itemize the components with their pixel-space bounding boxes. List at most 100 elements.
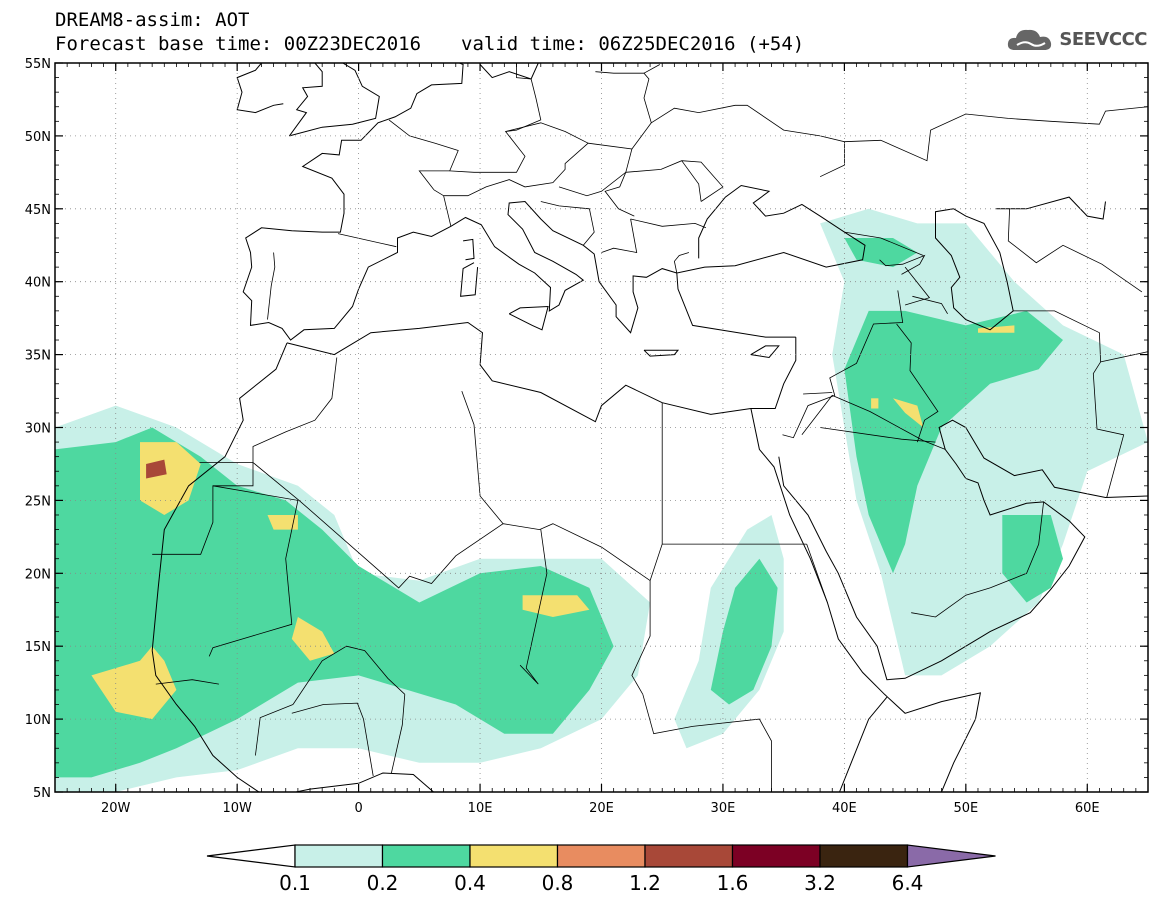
- x-tick-label: 30E: [711, 801, 736, 816]
- aot-region-6: [267, 515, 298, 530]
- border-43: [681, 160, 702, 202]
- border-21: [989, 501, 1044, 589]
- cloud-icon: [1008, 29, 1052, 50]
- coastline-17: [479, 63, 539, 80]
- chart-title: DREAM8-assim: AOT: [55, 9, 250, 31]
- colorbar-label: 0.1: [279, 871, 311, 895]
- aot-region-2: [140, 442, 201, 515]
- x-tick-label: 0: [354, 801, 362, 816]
- coastline-15: [935, 208, 1014, 331]
- border-18: [803, 392, 833, 395]
- border-24: [1013, 310, 1125, 498]
- border-3: [208, 485, 299, 657]
- border-37: [443, 122, 589, 197]
- y-tick-label: 55N: [25, 57, 51, 72]
- y-tick-label: 45N: [25, 203, 51, 218]
- colorbar-segment-5: [731, 844, 821, 868]
- border-46: [904, 266, 931, 306]
- colorbar-label: 0.4: [454, 871, 486, 895]
- aot-region-5: [522, 595, 590, 617]
- x-tick-label: 20E: [589, 801, 614, 816]
- x-tick-label: 50E: [953, 801, 978, 816]
- border-27: [844, 231, 924, 256]
- border-20: [896, 323, 939, 443]
- coastline-13: [643, 349, 680, 357]
- coastline-2: [286, 321, 797, 423]
- x-tick-label: 10E: [468, 801, 493, 816]
- border-5: [649, 402, 663, 581]
- colorbar-segment-6: [819, 844, 909, 868]
- coastline-6: [242, 63, 677, 341]
- border-30: [601, 218, 638, 253]
- border-12: [291, 702, 374, 777]
- x-axis: 20W 10W 0 10E 20E 30E 40E 50E 60E: [54, 63, 1149, 816]
- aot-region-15: [978, 325, 1015, 333]
- colorbar-segment-3: [556, 844, 646, 868]
- colorbar-arrow-low: [206, 844, 296, 868]
- border-33: [337, 233, 397, 248]
- border-41: [625, 160, 724, 202]
- border-34: [267, 252, 276, 320]
- border-28: [673, 252, 690, 274]
- border-23: [1007, 208, 1143, 293]
- border-25: [1100, 351, 1148, 363]
- border-39: [595, 71, 652, 150]
- coastline-10: [460, 262, 479, 297]
- aot-field-layer: [55, 208, 1148, 792]
- y-tick-label: 35N: [25, 349, 51, 364]
- border-22: [911, 587, 991, 618]
- border-13: [255, 704, 294, 756]
- colorbar-arrow-high: [906, 844, 996, 868]
- border-17: [820, 427, 936, 443]
- border-32: [433, 189, 452, 227]
- y-tick-label: 30N: [25, 422, 51, 437]
- aot-region-9: [710, 558, 778, 705]
- y-tick-label: 10N: [25, 713, 51, 728]
- border-19: [912, 295, 948, 315]
- border-1: [252, 357, 338, 463]
- y-tick-label: 40N: [25, 276, 51, 291]
- x-tick-label: 60E: [1075, 801, 1100, 816]
- coastline-11: [463, 238, 475, 261]
- aot-region-14: [893, 398, 924, 428]
- border-29: [630, 218, 707, 229]
- logo: SEEVCCC: [1005, 24, 1147, 54]
- border-42: [604, 172, 635, 217]
- border-35: [388, 119, 459, 191]
- logo-text: SEEVCCC: [1059, 28, 1147, 50]
- border-11: [391, 694, 406, 774]
- coastline-9: [236, 63, 284, 114]
- coastline-7: [289, 63, 380, 137]
- colorbar-segment-2: [469, 844, 559, 868]
- border-38: [558, 142, 633, 197]
- coastlines-layer: [151, 63, 1148, 792]
- y-tick-label: 20N: [25, 567, 51, 582]
- aot-region-7: [146, 459, 167, 479]
- coastline-18: [839, 696, 888, 792]
- border-8: [642, 694, 772, 792]
- coastline-8: [288, 63, 323, 137]
- aot-region-4: [91, 646, 177, 720]
- colorbar-label: 3.2: [804, 871, 836, 895]
- y-tick-label: 15N: [25, 640, 51, 655]
- x-tick-label: 10W: [222, 801, 252, 816]
- coastline-1: [151, 650, 435, 792]
- colorbar-segment-1: [381, 844, 471, 868]
- border-40: [651, 104, 845, 178]
- coastline-0: [151, 342, 288, 651]
- colorbar-label: 6.4: [892, 871, 924, 895]
- coastline-12: [508, 305, 549, 331]
- y-tick-label: 50N: [25, 130, 51, 145]
- border-4: [461, 390, 504, 524]
- border-26: [879, 254, 926, 275]
- x-tick-label: 20W: [101, 801, 131, 816]
- coastline-14: [750, 345, 780, 359]
- border-15: [782, 290, 904, 439]
- time-info: Forecast base time: 00Z23DEC2016 valid ti…: [55, 34, 804, 54]
- coastline-3: [750, 408, 982, 792]
- colorbar-label: 1.6: [717, 871, 749, 895]
- colorbar: 0.1 0.2 0.4 0.8 1.2 1.6 3.2 6.4: [206, 844, 996, 895]
- aot-region-1: [55, 427, 614, 778]
- border-9: [519, 529, 548, 685]
